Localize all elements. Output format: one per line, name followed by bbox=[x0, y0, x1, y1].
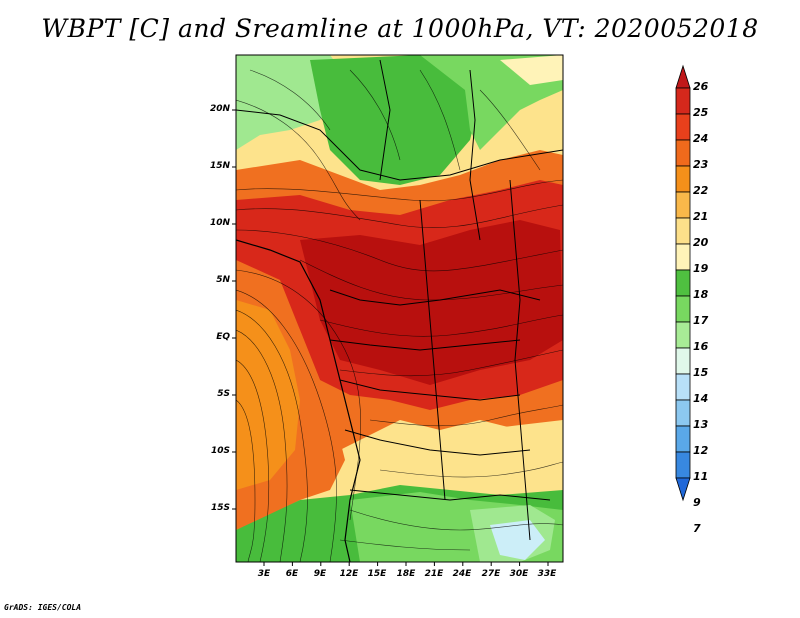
colorbar-segment bbox=[675, 451, 691, 479]
colorbar-segment bbox=[675, 295, 691, 323]
colorbar-label-17: 17 bbox=[693, 314, 709, 327]
lon-label-9e: 9E bbox=[313, 569, 327, 579]
colorbar-label-11: 11 bbox=[693, 470, 709, 483]
colorbar-label-9: 9 bbox=[693, 496, 701, 509]
colorbar-segment bbox=[675, 425, 691, 453]
colorbar-label-24: 24 bbox=[693, 132, 709, 145]
lat-label-5n: 5N bbox=[216, 275, 230, 285]
lat-label-10n: 10N bbox=[209, 218, 230, 228]
colorbar-segment bbox=[675, 217, 691, 245]
colorbar-segment bbox=[675, 347, 691, 375]
lat-ticks bbox=[232, 109, 236, 510]
lon-label-24e: 24E bbox=[452, 569, 472, 579]
colorbar-label-12: 12 bbox=[693, 444, 709, 457]
colorbar-top-arrow bbox=[675, 64, 691, 89]
colorbar-segment bbox=[675, 191, 691, 219]
colorbar-label-15: 15 bbox=[693, 366, 709, 379]
lon-label-27e: 27E bbox=[481, 569, 501, 579]
lon-label-6e: 6E bbox=[285, 569, 299, 579]
colorbar-segment bbox=[675, 399, 691, 427]
lon-label-21e: 21E bbox=[424, 569, 444, 579]
lat-label-20n: 20N bbox=[209, 104, 230, 114]
map-frame bbox=[235, 54, 564, 563]
colorbar-label-14: 14 bbox=[693, 392, 709, 405]
colorbar-label-16: 16 bbox=[693, 340, 709, 353]
colorbar-segment bbox=[675, 321, 691, 349]
lat-label-15n: 15N bbox=[209, 161, 230, 171]
footer-credit: GrADS: IGES/COLA bbox=[4, 603, 82, 612]
colorbar-label-20: 20 bbox=[693, 236, 709, 249]
colorbar-segment bbox=[675, 139, 691, 167]
colorbar-segment bbox=[675, 113, 691, 141]
colorbar-label-19: 19 bbox=[693, 262, 709, 275]
colorbar-label-13: 13 bbox=[693, 418, 709, 431]
lat-label-10s: 10S bbox=[210, 446, 230, 456]
page-title: WBPT [C] and Sreamline at 1000hPa, VT: 2… bbox=[41, 14, 759, 43]
colorbar-label-26: 26 bbox=[693, 80, 709, 93]
colorbar-segment bbox=[675, 87, 691, 115]
colorbar-label-18: 18 bbox=[693, 288, 709, 301]
colorbar-label-25: 25 bbox=[693, 106, 709, 119]
colorbar-label-22: 22 bbox=[693, 184, 709, 197]
lat-label-5s: 5S bbox=[217, 389, 230, 399]
colorbar-segment bbox=[675, 373, 691, 401]
lat-label-eq: EQ bbox=[216, 332, 230, 342]
colorbar-bottom-arrow bbox=[675, 477, 691, 502]
colorbar-segment bbox=[675, 243, 691, 271]
lon-label-3e: 3E bbox=[257, 569, 271, 579]
lon-label-18e: 18E bbox=[396, 569, 416, 579]
colorbar-label-23: 23 bbox=[693, 158, 709, 171]
colorbar-label-21: 21 bbox=[693, 210, 709, 223]
lon-label-12e: 12E bbox=[339, 569, 359, 579]
lon-label-15e: 15E bbox=[367, 569, 387, 579]
colorbar bbox=[675, 64, 691, 502]
lat-label-15s: 15S bbox=[210, 503, 230, 513]
lon-label-30e: 30E bbox=[509, 569, 529, 579]
lon-label-33e: 33E bbox=[537, 569, 557, 579]
colorbar-segment bbox=[675, 165, 691, 193]
wbpt-field bbox=[236, 55, 563, 562]
colorbar-label-7: 7 bbox=[693, 522, 701, 535]
colorbar-segment bbox=[675, 269, 691, 297]
lon-ticks bbox=[263, 562, 549, 566]
